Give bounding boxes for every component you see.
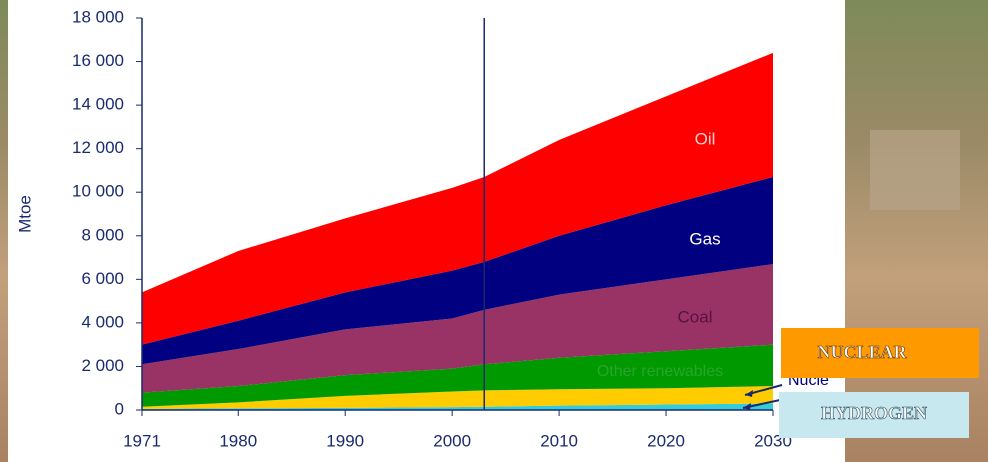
x-tick-label: 2010 <box>540 431 578 450</box>
area <box>142 386 773 409</box>
series-label: Gas <box>689 229 720 248</box>
y-axis-label: Mtoe <box>15 195 34 233</box>
x-tick-label: 1980 <box>219 431 257 450</box>
y-tick-label: 14 000 <box>72 95 124 114</box>
x-tick-label: 2000 <box>433 431 471 450</box>
y-tick-label: 16 000 <box>72 51 124 70</box>
arrowhead <box>745 390 753 397</box>
y-tick-label: 8 000 <box>81 225 124 244</box>
y-tick-label: 6 000 <box>81 269 124 288</box>
area <box>142 176 773 365</box>
callout-text: HYDROGEN <box>821 403 927 423</box>
area <box>142 344 773 407</box>
photo-house <box>870 130 960 210</box>
callout-text: NUCLEAR <box>817 342 907 362</box>
callout-box <box>779 392 969 438</box>
arrowhead <box>743 403 751 410</box>
x-tick-label: 2020 <box>647 431 685 450</box>
area <box>142 52 773 345</box>
callout-box <box>781 328 979 378</box>
y-tick-label: 0 <box>115 399 124 418</box>
y-tick-label: 10 000 <box>72 182 124 201</box>
y-tick-label: 2 000 <box>81 356 124 375</box>
area <box>142 264 773 393</box>
y-tick-label: 4 000 <box>81 312 124 331</box>
area <box>142 403 773 410</box>
series-label: Other renewables <box>597 363 723 380</box>
y-tick-label: 12 000 <box>72 138 124 157</box>
x-tick-label: 1990 <box>326 431 364 450</box>
x-tick-label: 1971 <box>123 431 161 450</box>
series-label: Oil <box>695 129 716 148</box>
series-label: Coal <box>678 307 713 326</box>
y-tick-label: 18 000 <box>72 7 124 26</box>
